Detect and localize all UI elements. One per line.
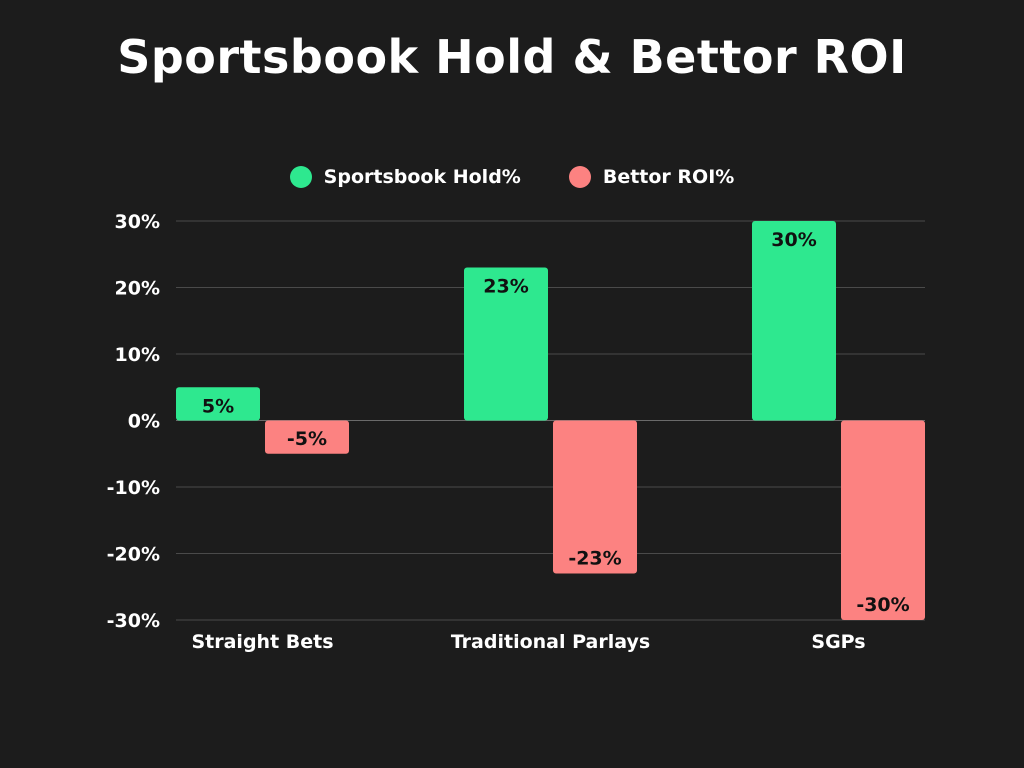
legend-swatch-roi (568, 166, 591, 188)
data-label-roi-0: -5% (287, 428, 327, 450)
legend-label-hold: Sportsbook Hold% (323, 166, 521, 188)
data-label-roi-1: -23% (568, 547, 621, 569)
y-tick-label: -20% (107, 544, 160, 566)
y-tick-label: 0% (128, 411, 160, 433)
y-tick-label: 20% (115, 278, 160, 300)
labels-layer: 30% 20% 10% 0% -10% -20% -30% 5% -5% Straight Bet… (107, 211, 910, 653)
y-tick-label: -30% (107, 610, 160, 632)
bar-roi-0 (265, 420, 349, 454)
bar-hold-0 (176, 387, 260, 421)
data-label-roi-2: -30% (856, 594, 909, 616)
legend-entry-roi: Bettor ROI% (568, 166, 735, 188)
x-category-label: Straight Bets (191, 631, 333, 653)
data-label-hold-1: 23% (483, 276, 528, 298)
y-tick-label: -10% (107, 477, 160, 499)
legend-label-roi: Bettor ROI% (602, 166, 735, 188)
x-category-label: SGPs (811, 631, 865, 653)
x-category-label: Traditional Parlays (451, 631, 650, 653)
legend-entry-hold: Sportsbook Hold% (289, 166, 521, 188)
bar-roi-2 (841, 420, 925, 620)
y-tick-label: 30% (115, 211, 160, 233)
bar-hold-2 (752, 221, 836, 421)
data-label-hold-2: 30% (771, 229, 816, 251)
legend: Sportsbook Hold% Bettor ROI% (0, 166, 1024, 188)
bars-layer (176, 221, 925, 620)
chart-title: Sportsbook Hold & Bettor ROI (117, 30, 907, 84)
bar-hold-1 (464, 267, 548, 421)
y-tick-label: 10% (115, 344, 160, 366)
bar-roi-1 (553, 420, 637, 574)
legend-swatch-hold (289, 166, 312, 188)
data-label-hold-0: 5% (202, 395, 234, 417)
